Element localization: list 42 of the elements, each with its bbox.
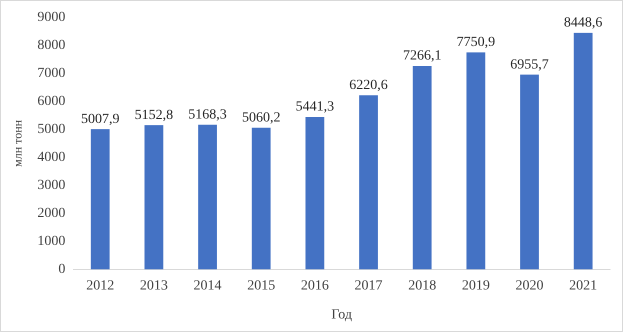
bar [90, 129, 110, 270]
data-label: 8448,6 [564, 16, 602, 31]
y-tick-label: 0 [58, 262, 66, 278]
x-tick-label: 2012 [86, 278, 114, 294]
y-tick-label: 1000 [37, 234, 66, 250]
data-label: 6220,6 [349, 78, 388, 93]
x-tick-label: 2021 [569, 278, 598, 294]
data-label: 5168,3 [188, 107, 227, 122]
x-axis-title: Год [331, 307, 352, 322]
x-tick-label: 2015 [247, 278, 276, 294]
bar [144, 125, 164, 270]
data-label: 5007,9 [80, 112, 120, 127]
x-tick-label: 2019 [462, 278, 490, 294]
y-tick-label: 3000 [37, 178, 66, 194]
data-label: 5060,2 [242, 110, 280, 126]
bar [466, 52, 486, 270]
x-tick-label: 2013 [140, 278, 168, 294]
y-axis-title: млн тонн [10, 119, 24, 167]
x-tick-label: 2016 [300, 278, 329, 294]
y-tick-label: 8000 [37, 38, 66, 54]
data-label: 7750,9 [456, 35, 496, 50]
bar [198, 124, 217, 270]
bar [252, 128, 271, 270]
bar [305, 117, 324, 270]
y-tick-label: 6000 [37, 94, 66, 110]
y-tick-label: 4000 [37, 150, 66, 166]
data-label: 5152,8 [134, 108, 174, 123]
x-tick-label: 2017 [354, 278, 383, 294]
data-label: 5441,3 [296, 100, 334, 115]
x-tick-label: 2020 [516, 278, 544, 294]
bar [574, 32, 593, 270]
bar [412, 66, 432, 270]
x-tick-label: 2014 [194, 278, 222, 294]
y-tick-label: 9000 [37, 10, 66, 26]
data-label: 7266,1 [402, 48, 442, 64]
x-tick-label: 2018 [408, 278, 436, 294]
bar [359, 95, 378, 270]
y-tick-label: 7000 [37, 66, 66, 82]
y-tick-label: 2000 [37, 206, 66, 222]
data-label: 6955,7 [510, 57, 549, 72]
bar [520, 74, 539, 270]
y-tick-label: 5000 [37, 122, 66, 138]
